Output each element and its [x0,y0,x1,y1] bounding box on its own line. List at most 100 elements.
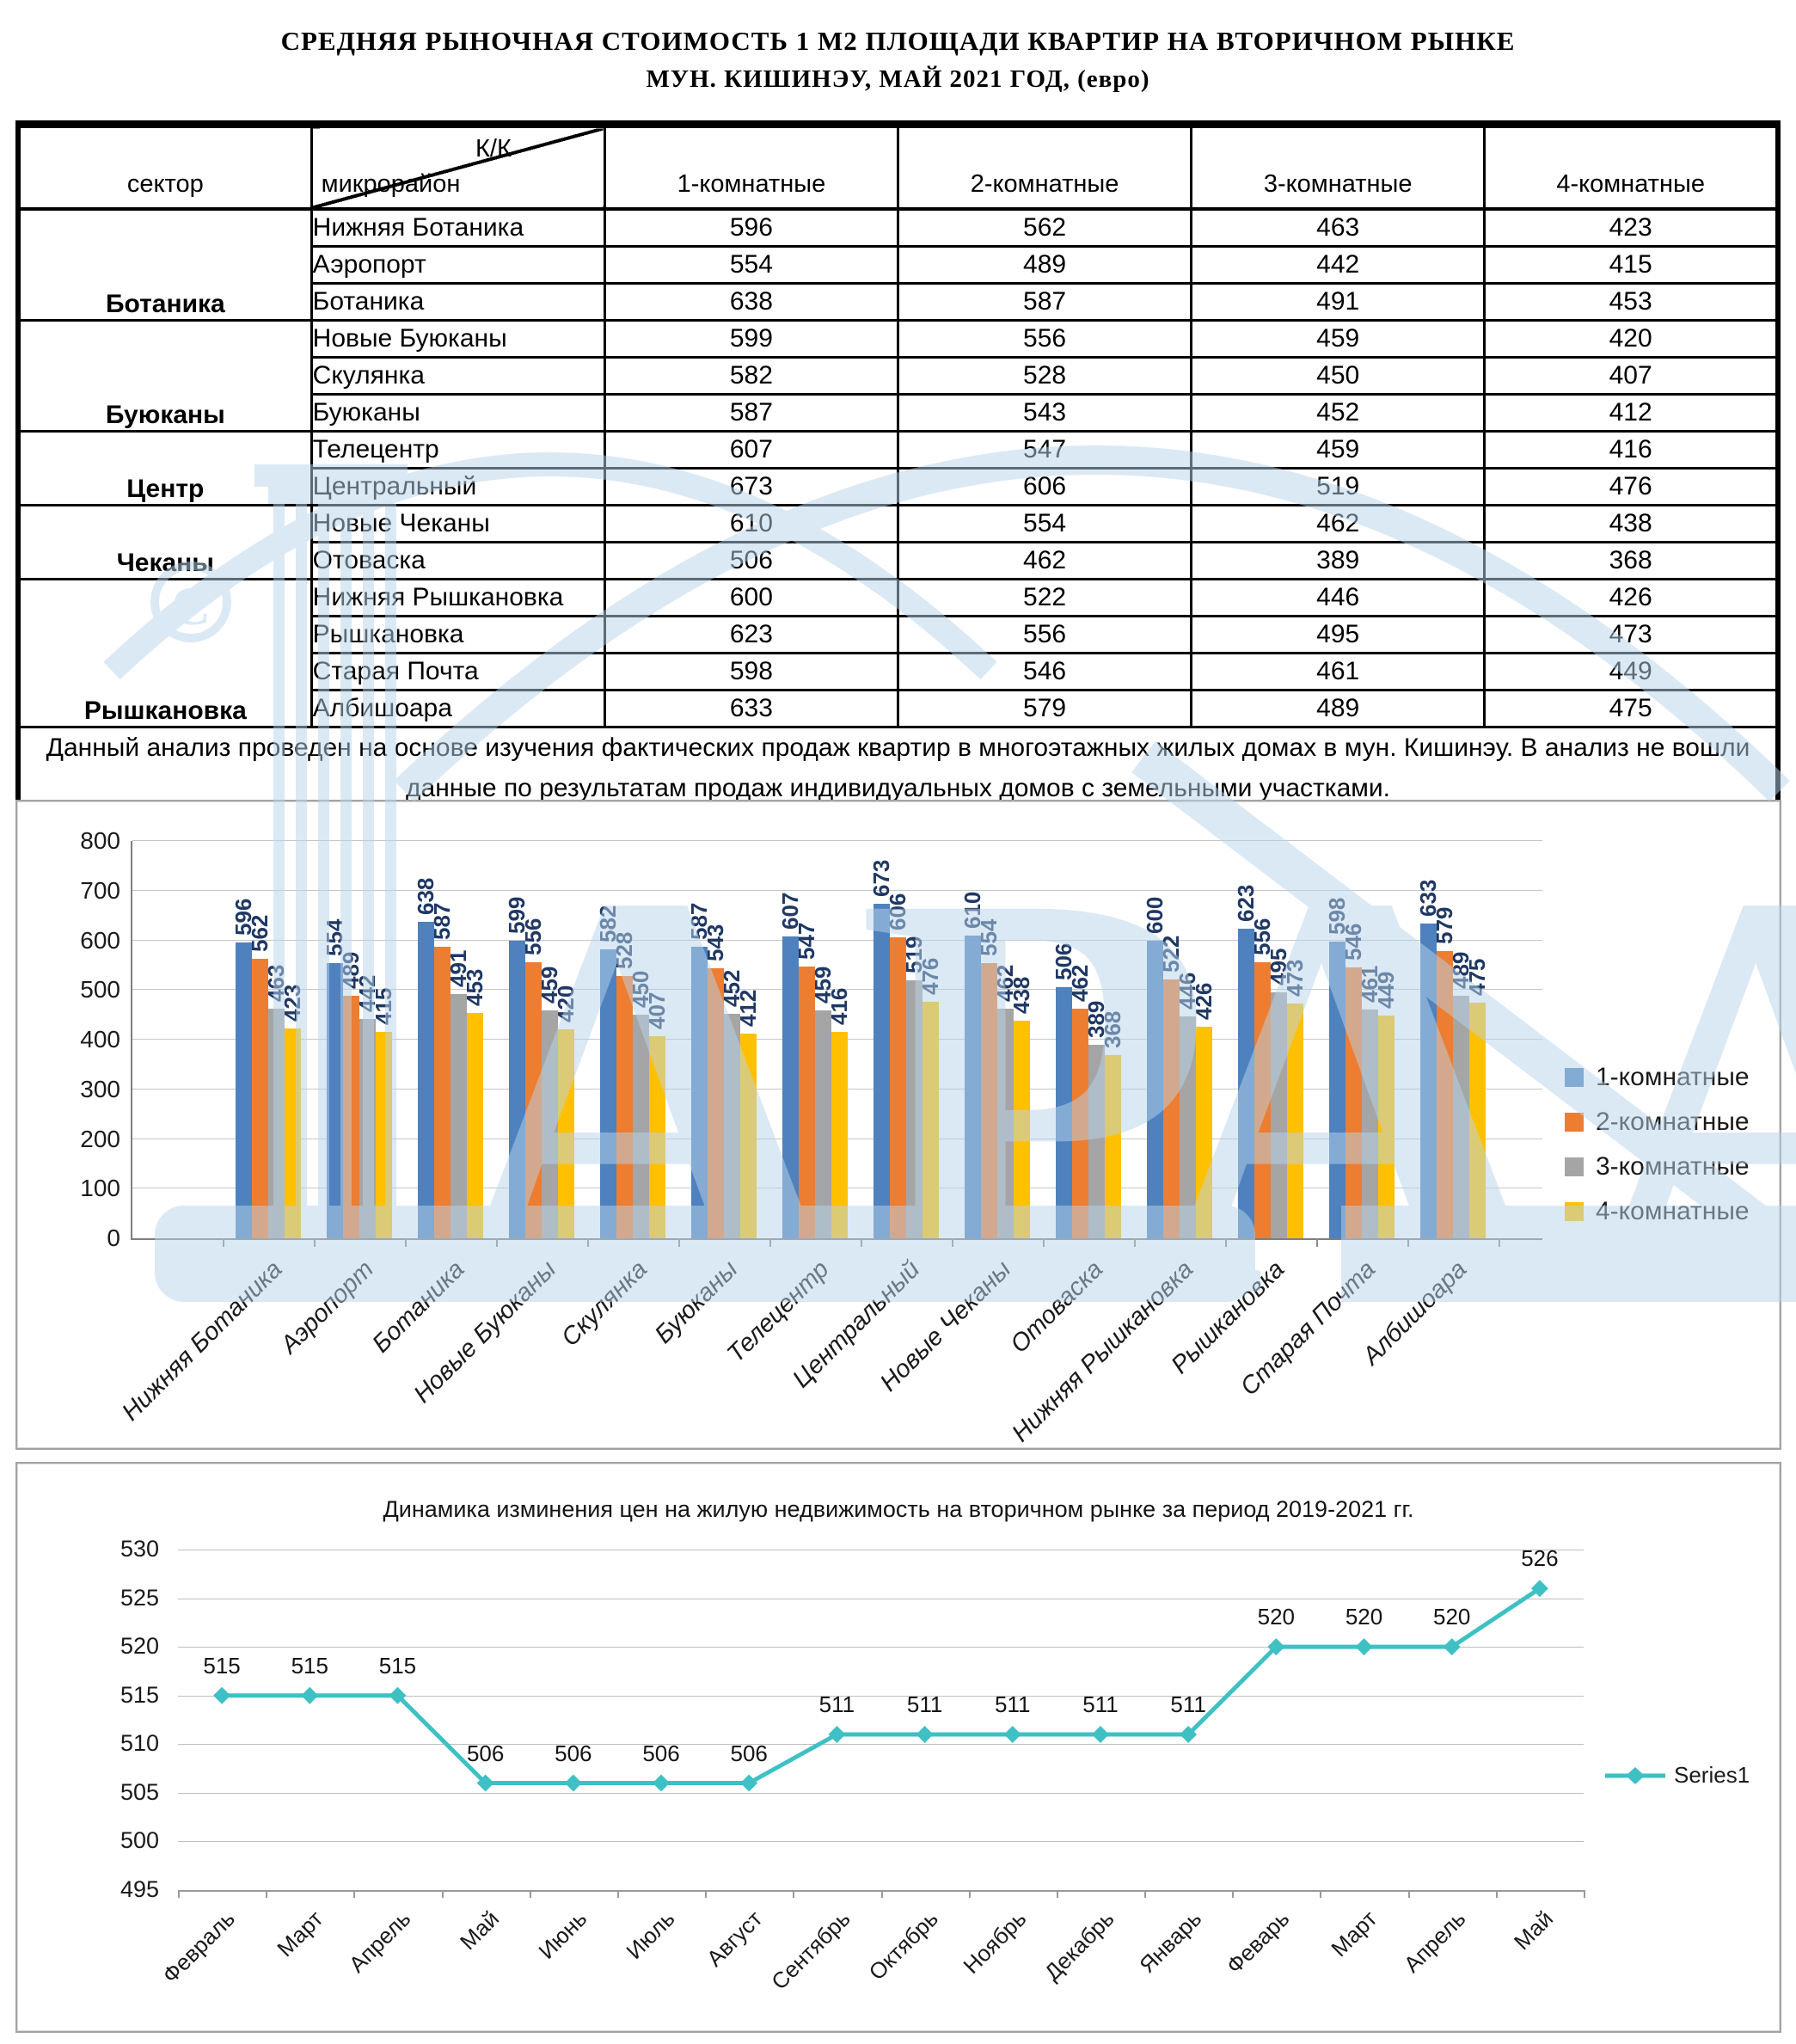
axis-tick [1232,1890,1235,1898]
value-cell: 442 [1190,245,1486,285]
axis-tick [266,1890,268,1898]
x-axis-label: Февраль [157,1906,241,1988]
y-axis-label: 525 [120,1584,159,1611]
data-point-marker [740,1774,758,1792]
line-series [213,1580,1548,1792]
table-header-row: сектор К/К микрорайон 1-комнатные 2-комн… [16,123,1780,211]
y-axis-label: 505 [120,1778,159,1805]
data-point-marker [1003,1725,1021,1743]
axis-tick [405,1238,407,1247]
legend-swatch [1565,1113,1584,1132]
bar-group: 633 579 489 475 Албишоара [1358,841,1499,1370]
data-point-label: 511 [995,1691,1031,1717]
value-cell: 473 [1483,615,1780,654]
bar-4-комнатные: 416 [826,987,852,1238]
table-row: Центр Телецентр 607 547 459 416 [16,430,1780,506]
y-axis-label: 800 [80,827,120,854]
value-cell: 554 [896,504,1193,543]
legend-label: 3-комнатные [1596,1152,1750,1181]
bar-3-комнатные: 452 [719,970,745,1238]
document-title: СРЕДНЯЯ РЫНОЧНАЯ СТОИМОСТЬ 1 М2 ПЛОЩАДИ … [0,26,1796,94]
bar-group: 673 606 519 476 Центральный [788,841,952,1393]
data-point-marker [1355,1638,1373,1656]
bar-2-комнатные: 562 [247,915,273,1238]
value-cell: 587 [896,282,1193,322]
legend-item: 3-комнатные [1565,1145,1750,1189]
district-cell: Старая Почта [310,652,606,691]
bar-value-label: 546 [1339,923,1366,961]
data-point-label: 511 [906,1691,943,1717]
data-point-label: 506 [466,1740,505,1766]
data-point-marker [916,1725,934,1743]
bar-1-комнатные: 600 [1142,896,1168,1238]
bar-value-label: 606 [884,893,910,931]
axis-tick [1144,1890,1147,1898]
table-row: Буюканы Новые Буюканы 599 556 459 420 [16,319,1780,433]
table-row: Чеканы Новые Чеканы 610 554 462 438 [16,504,1780,580]
y-axis-label: 700 [80,876,120,904]
data-point-label: 511 [1082,1691,1119,1717]
legend-swatch [1565,1202,1584,1221]
data-point-marker [476,1774,494,1792]
value-cell: 489 [896,245,1193,285]
gridline [178,1792,1584,1794]
value-cell: 522 [896,578,1193,617]
value-cell: 426 [1483,578,1780,617]
axis-tick [1499,1238,1500,1247]
gridline [132,939,1542,941]
district-cell: Рышкановка [310,615,606,654]
axis-tick [1495,1890,1498,1898]
district-cell: Буюканы [310,393,606,433]
value-cell: 462 [1190,504,1486,543]
data-point-marker [389,1686,407,1704]
x-axis-label: Аэропорт [275,1255,379,1360]
bar-1-комнатные: 638 [413,877,438,1238]
bar-2-комнатные: 522 [1158,935,1184,1238]
district-cell: Ботаника [310,282,606,322]
gridline [178,1744,1584,1746]
x-axis-label: Декабрь [1039,1906,1119,1986]
bar-3-комнатные: 489 [1448,951,1474,1238]
value-cell: 562 [896,207,1193,248]
value-cell: 389 [1190,541,1486,580]
axis-tick [353,1890,356,1898]
x-axis-label: Нижняя Ботаника [116,1255,288,1427]
bar-value-label: 438 [1008,976,1034,1015]
data-point-label: 506 [642,1740,680,1766]
data-point-marker [1180,1725,1198,1743]
x-axis-label: Феварь [1221,1906,1295,1980]
table-row: Ботаника Нижняя Ботаника 596 562 463 423 [16,207,1780,322]
bar-group: 607 547 459 416 Телецентр [722,841,861,1368]
value-cell: 610 [603,504,899,543]
district-cell: Центральный [310,467,606,506]
bar-1-комнатные: 610 [959,891,985,1238]
bar-1-комнатные: 598 [1324,897,1350,1238]
axis-tick [705,1890,708,1898]
bar-value-label: 473 [1281,959,1308,997]
value-cell: 416 [1483,430,1780,470]
axis-tick [223,1238,224,1247]
x-axis-label: Апрель [1398,1906,1470,1978]
bar-2-комнатные: 606 [885,893,910,1238]
bar-1-комнатные: 623 [1233,885,1259,1238]
header-district-label: микрорайон [321,170,461,198]
line-chart-y-axis: 495 500 505 510 515 520 525 530 [77,1536,159,1902]
value-cell: 462 [896,541,1193,580]
value-cell: 600 [603,578,899,617]
x-axis-label: Август [701,1906,768,1972]
legend-item: 1-комнатные [1565,1055,1750,1100]
value-cell: 606 [896,467,1193,506]
bar-value-label: 623 [1232,884,1259,923]
line-chart-panel: Динамика изминения цен на жилую недвижим… [15,1462,1781,2033]
bar-value-label: 554 [975,918,1002,957]
value-cell: 519 [1190,467,1486,506]
y-axis-label: 510 [120,1730,159,1757]
value-cell: 546 [896,652,1193,691]
data-point-marker [1091,1725,1109,1743]
axis-tick [314,1238,316,1247]
value-cell: 623 [603,615,899,654]
bar-4-комнатные: 412 [735,990,761,1238]
axis-tick [1407,1238,1409,1247]
axis-tick [1043,1238,1045,1247]
bar-2-комнатные: 554 [976,919,1002,1238]
